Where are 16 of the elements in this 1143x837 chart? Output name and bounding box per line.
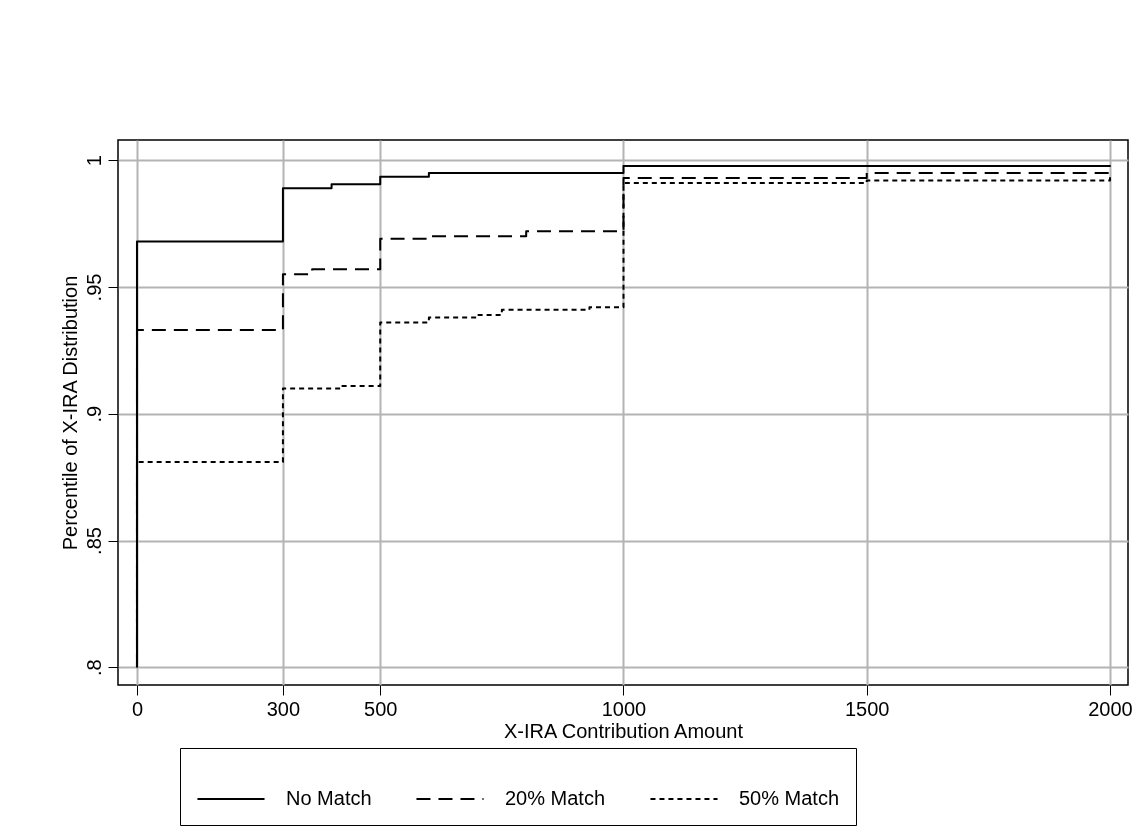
x-tick-label: 2000 [1088,697,1133,720]
legend-label: 50% Match [739,787,840,809]
x-tick-label: 500 [364,697,398,720]
y-tick-label: .85 [82,527,105,555]
x-tick-label: 0 [131,697,144,720]
y-tick-label: .95 [82,273,105,302]
x-axis-title: X-IRA Contribution Amount [503,719,744,742]
y-tick-label: .8 [82,659,105,677]
x-tick-label: 1000 [601,697,647,720]
y-axis-title: Percentile of X-IRA Distribution [58,275,81,551]
y-tick-label: 1 [82,155,105,167]
x-tick-label: 300 [266,697,301,720]
legend-label: No Match [286,787,372,809]
x-tick-label: 1500 [844,697,890,720]
legend-label: 20% Match [505,787,606,809]
y-tick-label: .9 [82,405,105,423]
